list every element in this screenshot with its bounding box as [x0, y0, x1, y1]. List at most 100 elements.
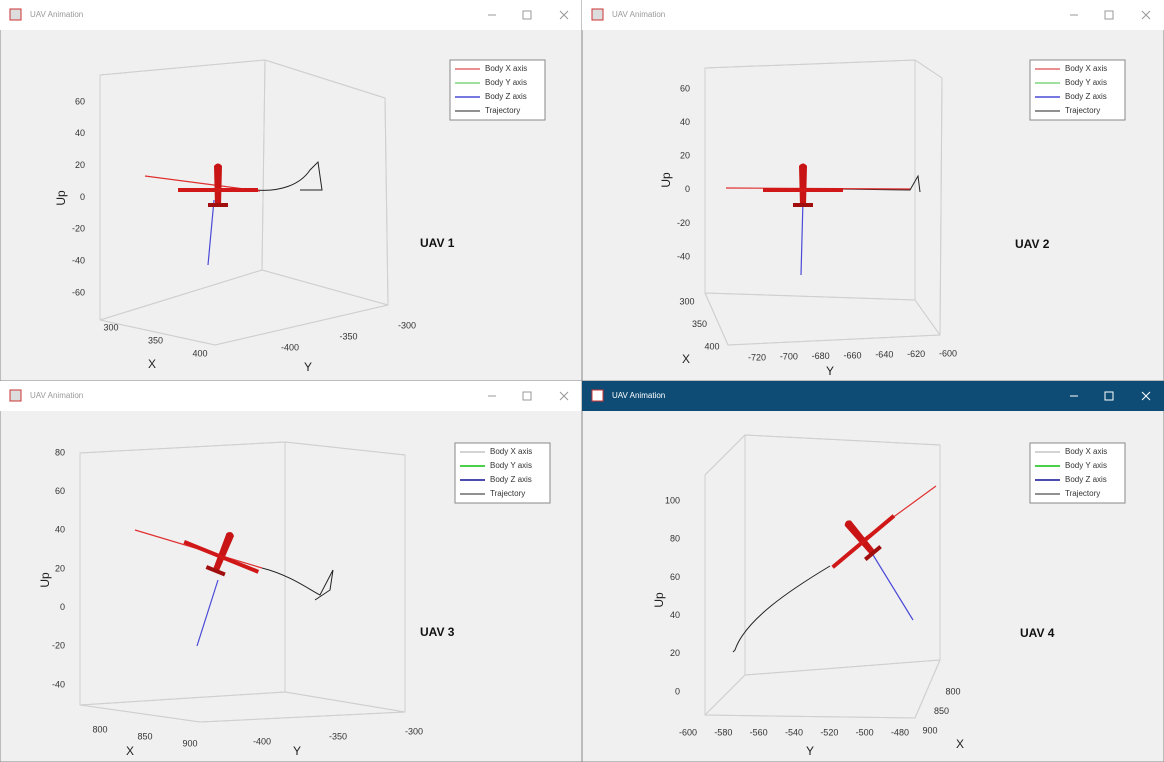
legend-entry: Body Y axis — [490, 461, 532, 470]
x-axis-label: X — [956, 737, 964, 751]
z-tick-label: -40 — [52, 679, 65, 689]
z-tick-label: 20 — [680, 151, 690, 161]
z-tick-label: 0 — [675, 686, 680, 696]
uav-label: UAV 4 — [1020, 626, 1055, 640]
y-tick-label: -720 — [748, 352, 766, 362]
z-tick-label: 60 — [680, 83, 690, 93]
z-tick-label: 80 — [670, 534, 680, 544]
x-axis-label: X — [148, 357, 156, 371]
uav-label: UAV 2 — [1015, 237, 1050, 251]
z-tick-label: -60 — [72, 287, 85, 297]
y-tick-label: -400 — [253, 736, 271, 746]
z-tick-label: 40 — [75, 128, 85, 138]
z-axis-label: Up — [54, 190, 68, 206]
x-tick-label: 400 — [704, 341, 719, 351]
y-axis-label: Y — [806, 744, 814, 758]
uav-tail — [793, 203, 813, 207]
screen: UAV Animation6040200-20-40-60300350400-4… — [0, 0, 1164, 762]
legend-entry: Body Y axis — [1065, 78, 1107, 87]
z-tick-label: -20 — [677, 218, 690, 228]
uav-tail — [208, 203, 228, 207]
window-title: UAV Animation — [612, 10, 665, 19]
y-tick-label: -400 — [281, 342, 299, 352]
y-tick-label: -640 — [875, 350, 893, 360]
window[interactable]: UAV Animation806040200-20-40800850900-40… — [0, 381, 582, 762]
y-tick-label: -300 — [398, 320, 416, 330]
window[interactable]: UAV Animation6040200-20-40-60300350400-4… — [0, 0, 582, 381]
z-tick-label: 0 — [60, 602, 65, 612]
x-tick-label: 800 — [945, 686, 960, 696]
z-tick-label: -40 — [677, 251, 690, 261]
y-tick-label: -560 — [750, 727, 768, 737]
x-tick-label: 800 — [92, 724, 107, 734]
legend-entry: Trajectory — [490, 489, 525, 498]
y-tick-label: -350 — [329, 731, 347, 741]
x-tick-label: 900 — [182, 738, 197, 748]
y-tick-label: -480 — [891, 727, 909, 737]
y-axis-label: Y — [293, 744, 301, 758]
uav-body — [799, 164, 807, 207]
z-tick-label: 0 — [80, 192, 85, 202]
window-title: UAV Animation — [30, 391, 83, 400]
uav-label: UAV 1 — [420, 236, 455, 250]
window-title: UAV Animation — [30, 10, 83, 19]
x-axis-label: X — [126, 744, 134, 758]
legend-entry: Body X axis — [485, 64, 527, 73]
legend-entry: Body Z axis — [490, 475, 532, 484]
window-title: UAV Animation — [612, 391, 665, 400]
legend-entry: Body Z axis — [1065, 475, 1107, 484]
app-icon — [10, 390, 21, 401]
x-axis-label: X — [682, 352, 690, 366]
app-icon — [592, 390, 603, 401]
z-axis-label: Up — [659, 172, 673, 188]
z-tick-label: -40 — [72, 256, 85, 266]
z-tick-label: 40 — [670, 610, 680, 620]
x-tick-label: 350 — [148, 335, 163, 345]
z-axis-label: Up — [652, 592, 666, 608]
legend-entry: Body Z axis — [1065, 92, 1107, 101]
legend-entry: Body X axis — [1065, 447, 1107, 456]
window[interactable]: UAV Animation 60 40 20 0 -20 -40 300 350 400 -720 -… — [582, 0, 1164, 381]
y-tick-label: -500 — [856, 727, 874, 737]
y-axis-label: Y — [304, 360, 312, 374]
y-tick-label: -520 — [820, 727, 838, 737]
z-tick-label: 40 — [55, 525, 65, 535]
y-tick-label: -580 — [714, 727, 732, 737]
z-tick-label: 40 — [680, 117, 690, 127]
y-tick-label: -600 — [679, 727, 697, 737]
x-tick-label: 300 — [103, 322, 118, 332]
y-tick-label: -600 — [939, 348, 957, 358]
y-axis-label: Y — [826, 364, 834, 378]
z-tick-label: -20 — [72, 224, 85, 234]
x-tick-label: 300 — [679, 296, 694, 306]
legend-entry: Body X axis — [490, 447, 532, 456]
y-tick-label: -700 — [780, 352, 798, 362]
z-tick-label: 60 — [55, 486, 65, 496]
window-body — [582, 0, 1164, 381]
z-tick-label: 20 — [75, 160, 85, 170]
legend-entry: Trajectory — [485, 106, 520, 115]
legend-entry: Body Y axis — [1065, 461, 1107, 470]
x-tick-label: 900 — [922, 725, 937, 735]
z-tick-label: 0 — [685, 184, 690, 194]
y-tick-label: -300 — [405, 726, 423, 736]
y-tick-label: -680 — [812, 351, 830, 361]
uav-label: UAV 3 — [420, 625, 455, 639]
window-body — [0, 0, 582, 381]
y-tick-label: -350 — [339, 331, 357, 341]
legend-entry: Body Z axis — [485, 92, 527, 101]
app-icon — [10, 9, 21, 20]
uav-wing — [763, 188, 843, 192]
z-tick-label: 60 — [670, 572, 680, 582]
x-tick-label: 400 — [192, 348, 207, 358]
x-tick-label: 850 — [137, 731, 152, 741]
z-tick-label: 20 — [55, 563, 65, 573]
app-icon — [592, 9, 603, 20]
x-tick-label: 350 — [692, 319, 707, 329]
z-tick-label: 20 — [670, 648, 680, 658]
x-tick-label: 850 — [934, 706, 949, 716]
y-tick-label: -540 — [785, 727, 803, 737]
y-tick-label: -660 — [843, 350, 861, 360]
legend-entry: Trajectory — [1065, 489, 1100, 498]
